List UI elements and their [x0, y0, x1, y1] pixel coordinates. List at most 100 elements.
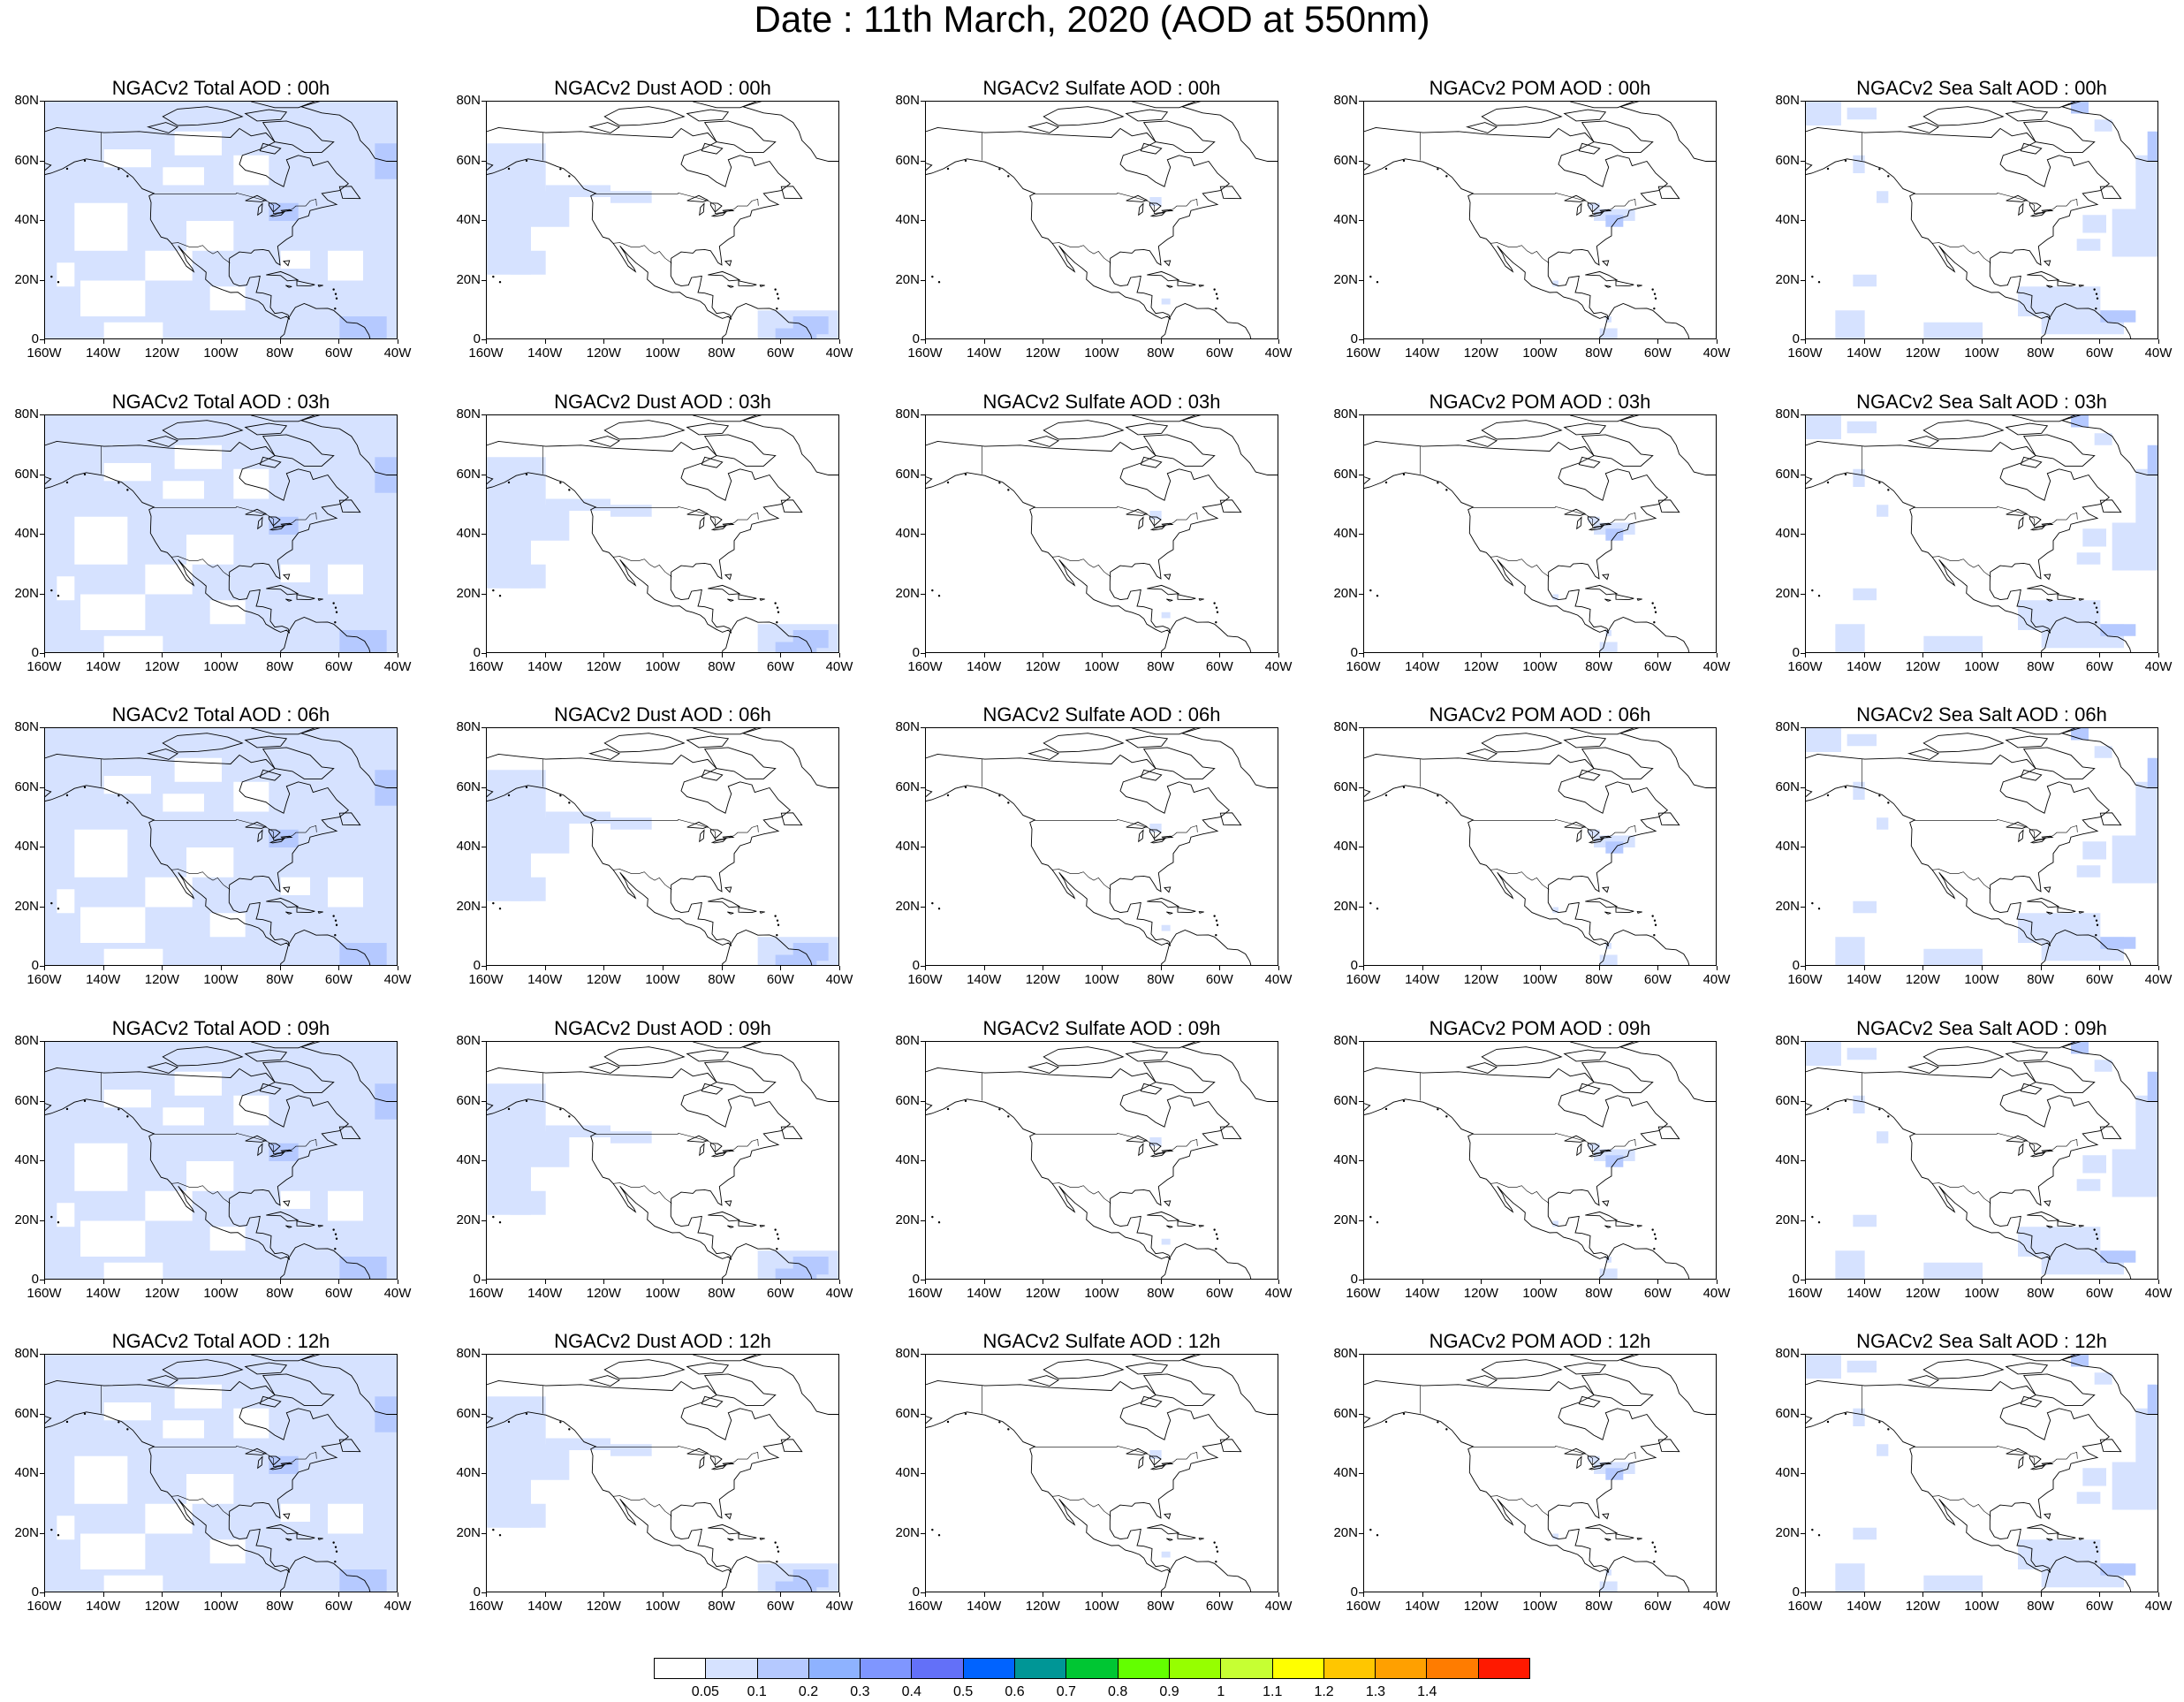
- coastline: [1588, 211, 1604, 217]
- x-tick-label: 160W: [907, 1286, 943, 1301]
- small-islands: [50, 159, 338, 310]
- coastline: [296, 280, 315, 287]
- borders: [542, 759, 759, 890]
- island-dot: [332, 1541, 335, 1544]
- aod-cell: [2100, 624, 2136, 636]
- colorbar-swatch: [1272, 1659, 1324, 1678]
- island-dot: [2096, 297, 2099, 300]
- x-tick-label: 140W: [967, 1286, 1002, 1301]
- small-islands: [1811, 1099, 2099, 1250]
- coastline: [741, 728, 838, 788]
- x-tick-label: 40W: [825, 972, 853, 987]
- island-dot: [1007, 175, 1010, 178]
- y-tick-mark: [921, 339, 925, 340]
- coastline: [1570, 1355, 1634, 1362]
- y-tick-mark: [1359, 101, 1363, 102]
- x-tick-mark: [1717, 1280, 1718, 1284]
- coastline: [1587, 829, 1600, 840]
- coastline: [1125, 109, 1169, 122]
- x-tick-mark: [486, 339, 487, 344]
- x-tick-label: 120W: [1025, 1286, 1060, 1301]
- island-dot: [776, 1561, 778, 1563]
- y-tick-label: 20N: [1333, 271, 1358, 287]
- aod-shading: [487, 457, 838, 652]
- x-tick-label: 140W: [1847, 346, 1882, 361]
- y-tick-label: 80N: [1775, 1346, 1800, 1361]
- y-tick-label: 40N: [456, 212, 481, 227]
- island-dot: [1215, 934, 1217, 937]
- colorbar-swatch: [1118, 1659, 1170, 1678]
- x-tick-label: 100W: [203, 1286, 239, 1301]
- coastline: [1604, 1538, 1611, 1541]
- island-dot: [2095, 1233, 2098, 1235]
- map-panel-dust-0: NGACv2 Dust AOD : 00h 80N 60N 40N 20N 0 160W 14…: [442, 78, 883, 387]
- aod-cell: [1847, 1360, 1877, 1373]
- coastline: [1166, 1225, 1173, 1228]
- y-tick-mark: [482, 1041, 486, 1042]
- coastline: [722, 617, 813, 652]
- coastline: [1149, 1464, 1166, 1470]
- coastline: [780, 499, 803, 513]
- border-line: [612, 556, 672, 577]
- y-tick-label: 20N: [1775, 271, 1800, 287]
- x-tick-label: 160W: [1346, 972, 1381, 987]
- y-tick-mark: [921, 786, 925, 788]
- map-frame: [925, 414, 1278, 653]
- coastline: [693, 415, 757, 422]
- y-tick-label: 80N: [1333, 719, 1358, 734]
- island-dot: [334, 606, 337, 609]
- coastline: [2018, 202, 2024, 217]
- border-line: [595, 818, 759, 840]
- x-tick-mark: [1540, 1592, 1541, 1597]
- coastline: [257, 1455, 263, 1470]
- y-tick-mark: [482, 101, 486, 102]
- y-tick-label: 80N: [895, 93, 920, 108]
- island-dot: [50, 1528, 53, 1531]
- aod-cell: [80, 594, 146, 630]
- island-dot: [931, 589, 934, 592]
- coastline: [1177, 1533, 1196, 1540]
- y-tick-label: 40N: [456, 839, 481, 854]
- island-dot: [507, 1420, 511, 1424]
- y-tick-mark: [40, 1160, 44, 1161]
- coastline: [2078, 598, 2084, 601]
- border-line: [1051, 869, 1111, 890]
- coastline: [1138, 1143, 1144, 1157]
- x-tick-mark: [1657, 1280, 1659, 1284]
- island-dot: [1811, 589, 1814, 592]
- island-dot: [57, 1533, 60, 1537]
- coastline: [45, 753, 350, 946]
- coastline: [686, 821, 709, 829]
- island-dot: [525, 1412, 528, 1416]
- coastline: [1177, 907, 1196, 914]
- coastline: [1599, 1462, 1612, 1465]
- coastline: [2018, 829, 2024, 843]
- coastline: [244, 422, 288, 436]
- borders: [100, 1386, 317, 1516]
- island-dot: [568, 489, 571, 491]
- x-tick-mark: [338, 1592, 340, 1597]
- coastline: [1126, 508, 1149, 516]
- coastline: [926, 1067, 1231, 1260]
- y-tick-label: 0: [31, 1272, 39, 1287]
- coastlines: [1806, 415, 2157, 652]
- colorbar-label: 1.1: [1263, 1684, 1283, 1699]
- border-line: [1035, 818, 1198, 840]
- x-tick-mark: [1363, 653, 1364, 657]
- y-tick-label: 40N: [895, 212, 920, 227]
- border-line: [1473, 192, 1636, 214]
- coastline: [1657, 1439, 1680, 1453]
- x-tick-label: 120W: [144, 1286, 179, 1301]
- aod-shading: [1149, 1137, 1171, 1245]
- small-islands: [1369, 473, 1657, 624]
- coastline: [686, 508, 709, 516]
- coastline: [1149, 1151, 1166, 1158]
- x-tick-mark: [603, 653, 605, 657]
- aod-cell: [1853, 1527, 1877, 1540]
- aod-cell: [1605, 841, 1624, 854]
- x-tick-label: 100W: [645, 972, 680, 987]
- map-panel-total-4: NGACv2 Total AOD : 12h 80N 60N 40N 20N 0 160W 1…: [0, 1331, 442, 1640]
- y-tick-label: 0: [1792, 1584, 1800, 1599]
- island-dot: [332, 1228, 335, 1231]
- border-line: [595, 192, 759, 214]
